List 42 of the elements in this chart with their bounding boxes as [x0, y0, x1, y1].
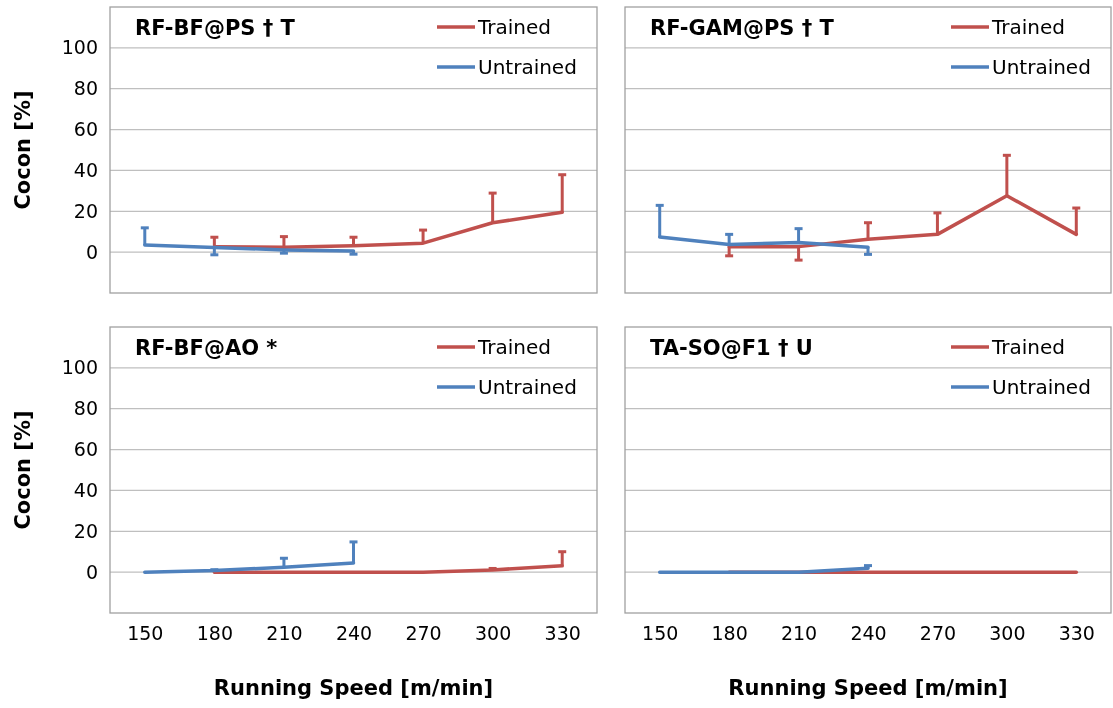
x-tick-label: 150 — [127, 622, 164, 645]
x-tick-label: 270 — [405, 622, 442, 645]
chart-title: RF-BF@PS † T — [135, 16, 296, 40]
y-axis-title: Cocon [%] — [11, 410, 35, 530]
x-tick-label: 150 — [642, 622, 679, 645]
legend-label: Untrained — [478, 55, 577, 79]
legend-label: Untrained — [478, 375, 577, 399]
chart-title: RF-GAM@PS † T — [650, 16, 835, 40]
y-tick-label: 20 — [73, 519, 98, 542]
x-tick-label: 180 — [711, 622, 748, 645]
x-axis-title: Running Speed [m/min] — [213, 676, 494, 700]
legend-label: Untrained — [992, 375, 1091, 399]
y-tick-label: 20 — [73, 199, 98, 222]
y-tick-label: 40 — [73, 479, 98, 502]
x-tick-label: 240 — [335, 622, 373, 645]
legend-label: Trained — [477, 15, 551, 39]
chart-title: TA-SO@F1 † U — [650, 336, 813, 360]
x-tick-label: 180 — [196, 622, 233, 645]
y-tick-label: 0 — [85, 240, 98, 263]
x-tick-label: 270 — [919, 622, 957, 645]
x-tick-label: 210 — [266, 622, 303, 645]
chart-title: RF-BF@AO * — [135, 336, 278, 360]
y-tick-label: 0 — [85, 560, 98, 583]
x-tick-label: 210 — [780, 622, 818, 645]
x-axis-title: Running Speed [m/min] — [728, 676, 1008, 700]
y-tick-label: 60 — [73, 438, 98, 461]
x-tick-label: 330 — [1058, 622, 1095, 645]
x-tick-label: 240 — [850, 622, 887, 645]
y-tick-label: 80 — [73, 77, 98, 100]
y-tick-label: 100 — [61, 356, 98, 379]
x-tick-label: 300 — [989, 622, 1026, 645]
x-tick-label: 330 — [544, 622, 581, 645]
y-tick-label: 100 — [61, 36, 98, 59]
y-tick-label: 40 — [73, 159, 98, 182]
y-tick-label: 60 — [73, 118, 98, 141]
x-tick-label: 300 — [475, 622, 512, 645]
legend-label: Trained — [991, 335, 1065, 359]
y-tick-label: 80 — [73, 397, 98, 420]
y-axis-title: Cocon [%] — [11, 90, 35, 210]
legend-label: Untrained — [992, 55, 1091, 79]
legend-label: Trained — [477, 335, 551, 359]
legend-label: Trained — [991, 15, 1065, 39]
